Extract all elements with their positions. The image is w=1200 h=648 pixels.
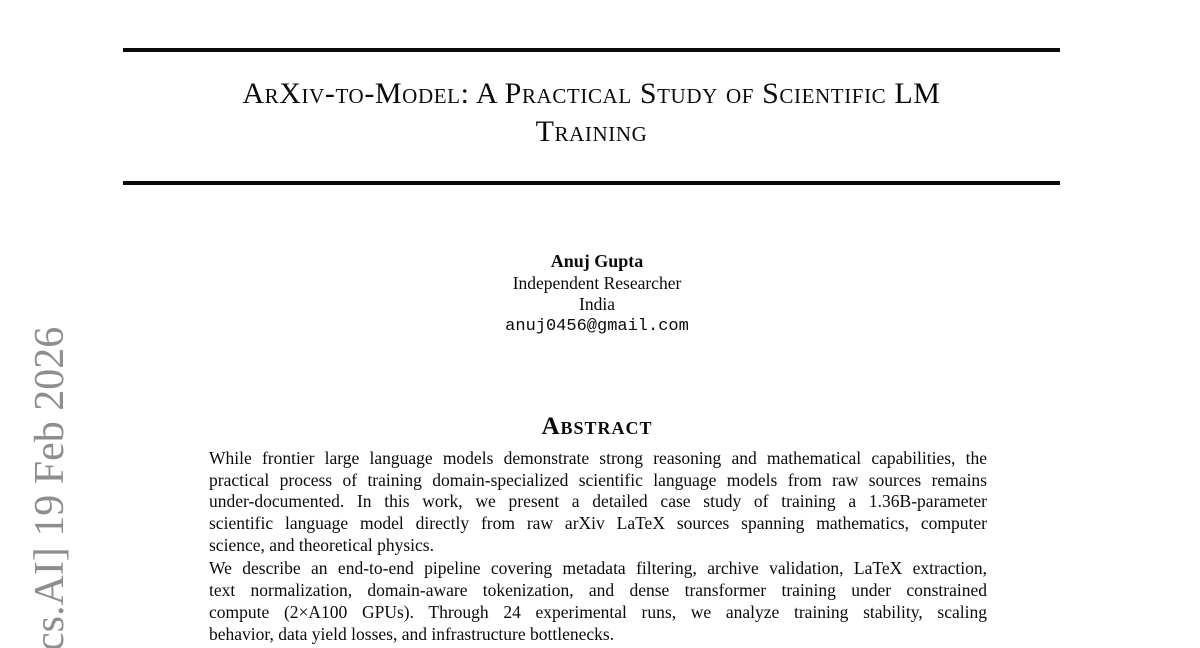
author-affiliation: Independent Researcher bbox=[512, 272, 682, 293]
abstract-line: text normalization, domain-aware tokeniz… bbox=[209, 580, 987, 601]
abstract-line: compute (2×A100 GPUs). Through 24 experi… bbox=[209, 601, 987, 622]
title-rule-bottom bbox=[123, 181, 1060, 185]
abstract-line: We describe an end-to-end pipeline cover… bbox=[209, 558, 987, 579]
author-name: Anuj Gupta bbox=[550, 251, 644, 271]
author-email: anuj0456@gmail.com bbox=[505, 316, 689, 336]
abstract-body: While frontier large language models dem… bbox=[209, 448, 987, 645]
title-rule-top bbox=[123, 48, 1060, 52]
abstract-line: scientific language model directly from … bbox=[209, 513, 987, 534]
paper-title-line-2: Training bbox=[535, 115, 648, 148]
paper-title: ArXiv-to-Model: A Practical Study of Sci… bbox=[123, 75, 1060, 151]
author-block: Anuj Gupta Independent Researcher India … bbox=[123, 251, 1071, 337]
author-country: India bbox=[579, 294, 615, 314]
paper-title-line-1: ArXiv-to-Model: A Practical Study of Sci… bbox=[242, 77, 941, 110]
abstract-line: behavior, data yield losses, and infrast… bbox=[209, 623, 615, 644]
arxiv-watermark: cs.AI] 19 Feb 2026 bbox=[27, 326, 73, 648]
abstract-line: practical process of training domain-spe… bbox=[209, 469, 987, 490]
abstract-paragraph: While frontier large language models dem… bbox=[209, 448, 987, 556]
abstract-line: While frontier large language models dem… bbox=[209, 448, 987, 468]
abstract-heading: Abstract bbox=[541, 413, 653, 440]
abstract-paragraph: We describe an end-to-end pipeline cover… bbox=[209, 558, 987, 645]
abstract-line: under-documented. In this work, we prese… bbox=[209, 491, 987, 512]
abstract-line: science, and theoretical physics. bbox=[209, 534, 434, 555]
